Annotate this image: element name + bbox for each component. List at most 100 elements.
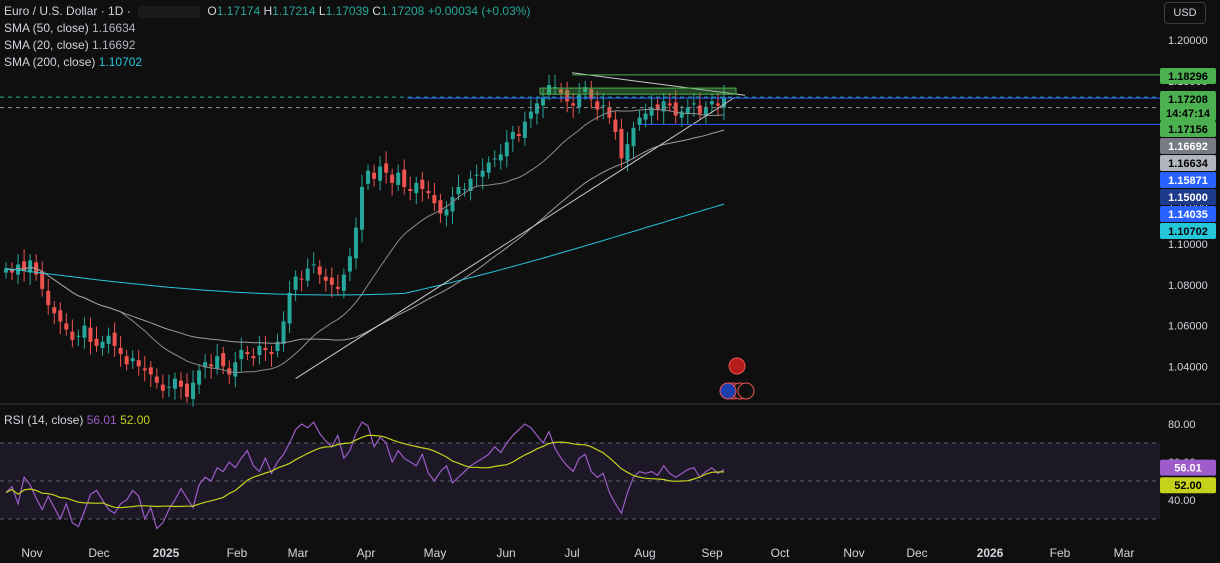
candle-body <box>40 271 45 289</box>
candle-body <box>142 368 147 371</box>
rsi-badge <box>1160 477 1216 494</box>
candle-body <box>673 102 678 116</box>
price-badge-label: 1.16634 <box>1168 158 1209 170</box>
price-badge <box>1160 121 1216 137</box>
rsi-legend[interactable]: RSI (14, close) 56.01 52.00 <box>4 413 151 427</box>
candle-body <box>124 356 129 365</box>
currency-button[interactable]: USD <box>1164 2 1206 24</box>
price-badge <box>1160 172 1216 188</box>
candle-body <box>64 323 69 330</box>
sma20-value: 1.16692 <box>92 38 136 52</box>
sma200-legend[interactable]: SMA (200, close) 1.10702 <box>4 55 143 69</box>
candle-body <box>209 364 214 367</box>
candle-body <box>118 347 123 355</box>
change-value: +0.00034 (+0.03%) <box>427 4 531 18</box>
rsi-tick-label: 40.00 <box>1168 495 1196 507</box>
candle-body <box>94 338 99 346</box>
time-axis-label: Feb <box>1050 546 1071 560</box>
support-trendline <box>295 96 736 379</box>
candle-body <box>553 87 558 89</box>
candle-body <box>221 353 226 367</box>
time-axis-label: Apr <box>357 546 376 560</box>
price-badge-label: 1.15871 <box>1168 175 1208 187</box>
candle-body <box>281 321 286 344</box>
candle-body <box>619 128 624 159</box>
ohlc-values: O1.17174 H1.17214 L1.17039 C1.17208 +0.0… <box>207 4 531 18</box>
price-badge-label: 1.15000 <box>1168 192 1208 204</box>
candle-body <box>329 277 334 285</box>
candle-body <box>534 103 539 114</box>
candle-body <box>130 358 135 362</box>
candle-body <box>565 90 570 102</box>
candle-body <box>420 179 425 189</box>
price-tick-label: 1.08000 <box>1168 280 1208 292</box>
low-value: 1.17039 <box>325 4 369 18</box>
candle-body <box>4 268 8 273</box>
resistance-trendline <box>571 72 746 96</box>
candle-body <box>166 386 171 388</box>
candle-body <box>148 367 153 375</box>
symbol-header: Euro / U.S. Dollar · 1D · O1.17174 H1.17… <box>4 4 530 18</box>
candle-body <box>522 121 527 139</box>
candle-body <box>251 356 256 359</box>
price-badge <box>1160 223 1216 239</box>
candle-body <box>402 169 407 187</box>
candle-body <box>22 261 27 271</box>
candle-body <box>263 347 268 351</box>
candle-body <box>366 170 371 184</box>
candle-body <box>408 188 413 192</box>
sma200-value: 1.10702 <box>98 55 143 69</box>
time-axis-label: May <box>424 546 447 560</box>
candle-body <box>480 170 485 177</box>
candle-body <box>154 376 159 383</box>
price-badge-label: 1.10702 <box>1168 226 1208 238</box>
sma20-legend[interactable]: SMA (20, close) 1.16692 <box>4 38 136 52</box>
candle-body <box>438 200 443 214</box>
candle-body <box>498 154 503 161</box>
candle-body <box>667 103 672 106</box>
price-badge-label: 1.18296 <box>1168 71 1208 83</box>
candle-body <box>239 350 244 360</box>
us-flag-event-icon <box>728 357 746 375</box>
candle-body <box>317 266 322 275</box>
candle-body <box>353 227 358 259</box>
rsi-tick-label: 80.00 <box>1168 419 1196 431</box>
rsi-ma-value: 52.00 <box>120 413 151 427</box>
candle-body <box>444 209 449 216</box>
candle-body <box>197 370 202 385</box>
candle-body <box>685 107 690 114</box>
time-axis-label: Nov <box>843 546 864 560</box>
candle-body <box>359 186 364 230</box>
candle-body <box>233 362 238 377</box>
candle-body <box>426 191 431 194</box>
high-value: 1.17214 <box>272 4 316 18</box>
time-axis-label: Nov <box>21 546 42 560</box>
candle-body <box>28 260 33 273</box>
candle-body <box>571 103 576 106</box>
range-box <box>539 87 737 95</box>
candle-body <box>601 105 606 107</box>
candle-body <box>649 107 654 116</box>
candle-body <box>341 274 346 291</box>
candle-body <box>335 286 340 289</box>
time-axis-label: Feb <box>227 546 248 560</box>
price-badge-label: 1.16692 <box>1168 141 1208 153</box>
candle-body <box>559 89 564 94</box>
candle-body <box>583 87 588 93</box>
candle-body <box>257 345 262 356</box>
candle-body <box>655 104 660 110</box>
close-value: 1.17208 <box>380 4 425 18</box>
candle-body <box>468 178 473 192</box>
candle-body <box>703 107 708 116</box>
candle-body <box>112 332 117 346</box>
candle-body <box>540 97 545 106</box>
candle-body <box>203 362 208 368</box>
candle-body <box>160 384 165 391</box>
rsi-badge-label: 56.01 <box>1174 463 1202 475</box>
time-axis-label: Mar <box>288 546 309 560</box>
sma50-legend[interactable]: SMA (50, close) 1.16634 <box>4 21 136 35</box>
candle-body <box>269 352 274 355</box>
rsi-badge-label: 52.00 <box>1174 480 1202 492</box>
price-tick-label: 1.10000 <box>1168 239 1208 251</box>
